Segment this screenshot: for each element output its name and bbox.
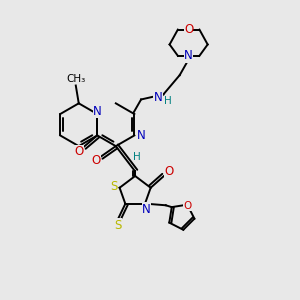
Text: N: N (136, 129, 145, 142)
Text: S: S (114, 219, 122, 232)
Text: CH₃: CH₃ (66, 74, 85, 84)
Text: O: O (183, 201, 191, 211)
Text: H: H (164, 96, 172, 106)
Text: S: S (110, 180, 117, 193)
Text: O: O (184, 23, 193, 36)
Text: H: H (133, 152, 141, 161)
Text: N: N (154, 92, 162, 104)
Text: N: N (142, 202, 151, 216)
Text: N: N (184, 49, 193, 62)
Text: N: N (93, 105, 102, 118)
Text: O: O (164, 165, 174, 178)
Text: O: O (92, 154, 101, 167)
Text: O: O (75, 145, 84, 158)
